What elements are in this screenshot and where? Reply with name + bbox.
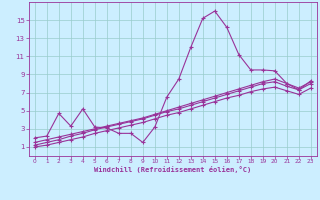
X-axis label: Windchill (Refroidissement éolien,°C): Windchill (Refroidissement éolien,°C) [94,166,252,173]
